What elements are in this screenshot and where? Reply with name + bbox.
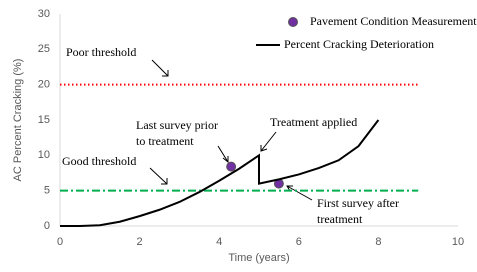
x-tick-label: 10 [452,236,464,248]
y-tick-label: 10 [38,149,50,161]
point [226,161,237,172]
y-tick-label: 5 [44,185,50,197]
line [60,119,380,227]
threshold-label: Poor threshold [66,45,136,59]
y-axis-label: AC Percent Cracking (%) [12,59,24,182]
x-tick-label: 6 [296,236,302,248]
x-tick-label: 2 [137,236,143,248]
y-tick-label: 20 [38,79,50,91]
y-tick-label: 30 [38,8,50,20]
arrow [151,59,169,77]
arrow [149,167,168,185]
legend-label: Pavement Condition Measurements [310,14,477,28]
annotation: to treatment [136,134,194,148]
x-axis-label: Time (years) [228,252,289,264]
annotation: First survey after [317,196,399,210]
y-tick-label: 25 [38,43,50,55]
legend-label: Percent Cracking Deterioration [284,37,434,51]
annotation: Last survey prior [136,118,218,132]
x-tick-label: 4 [216,236,222,248]
annotation: Treatment applied [270,115,357,129]
arrow [260,131,277,152]
threshold-label: Good threshold [62,154,136,168]
arrow [217,145,229,164]
x-tick-label: 0 [57,236,63,248]
y-tick-label: 15 [38,114,50,126]
arrow [286,185,313,201]
annotation: treatment [317,212,363,226]
y-tick-label: 0 [44,220,50,232]
legend-marker [288,17,298,27]
x-tick-label: 8 [375,236,381,248]
